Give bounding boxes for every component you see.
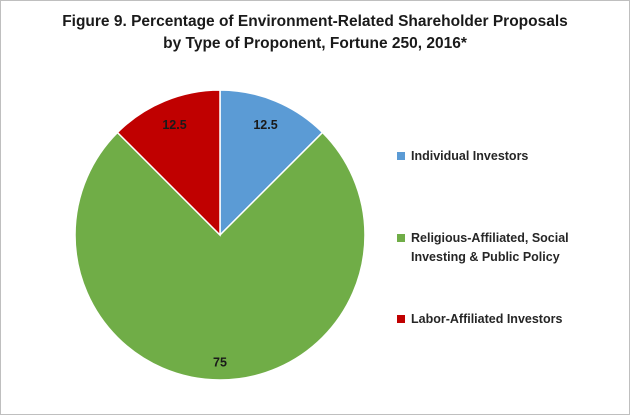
chart-title: Figure 9. Percentage of Environment-Rela…	[1, 11, 629, 55]
chart-title-line-1: Figure 9. Percentage of Environment-Rela…	[62, 13, 568, 30]
legend-item-religious-affiliated: Religious-Affiliated, Social Investing &…	[397, 229, 569, 267]
pie-slice-labor-affiliated-investors	[116, 89, 221, 237]
legend-label-individual-investors: Individual Investors	[411, 149, 529, 163]
legend-swatch-religious-affiliated	[397, 234, 405, 242]
legend-swatch-labor-affiliated	[397, 315, 405, 323]
data-label-individual-investors: 12.5	[253, 118, 277, 132]
legend-label-labor-affiliated: Labor-Affiliated Investors	[411, 312, 563, 326]
data-label-labor-affiliated-investors: 12.5	[162, 118, 186, 132]
pie-slices	[74, 89, 366, 381]
legend-item-labor-affiliated: Labor-Affiliated Investors	[397, 310, 562, 329]
pie-data-labels: 12.5 75 12.5	[162, 118, 277, 369]
legend-item-individual-investors: Individual Investors	[397, 147, 528, 166]
pie-slice-individual-investors	[219, 89, 324, 237]
chart-title-line-2: by Type of Proponent, Fortune 250, 2016*	[163, 35, 467, 52]
chart-legend: Individual Investors Religious-Affiliate…	[397, 1, 622, 414]
pie-slice-religious-affiliated-social-investing-public-policy	[74, 131, 366, 381]
data-label-religious-affiliated-social-investing-public-policy: 75	[213, 356, 227, 370]
legend-label-religious-affiliated: Religious-Affiliated, Social Investing &…	[411, 231, 569, 264]
legend-swatch-individual-investors	[397, 152, 405, 160]
